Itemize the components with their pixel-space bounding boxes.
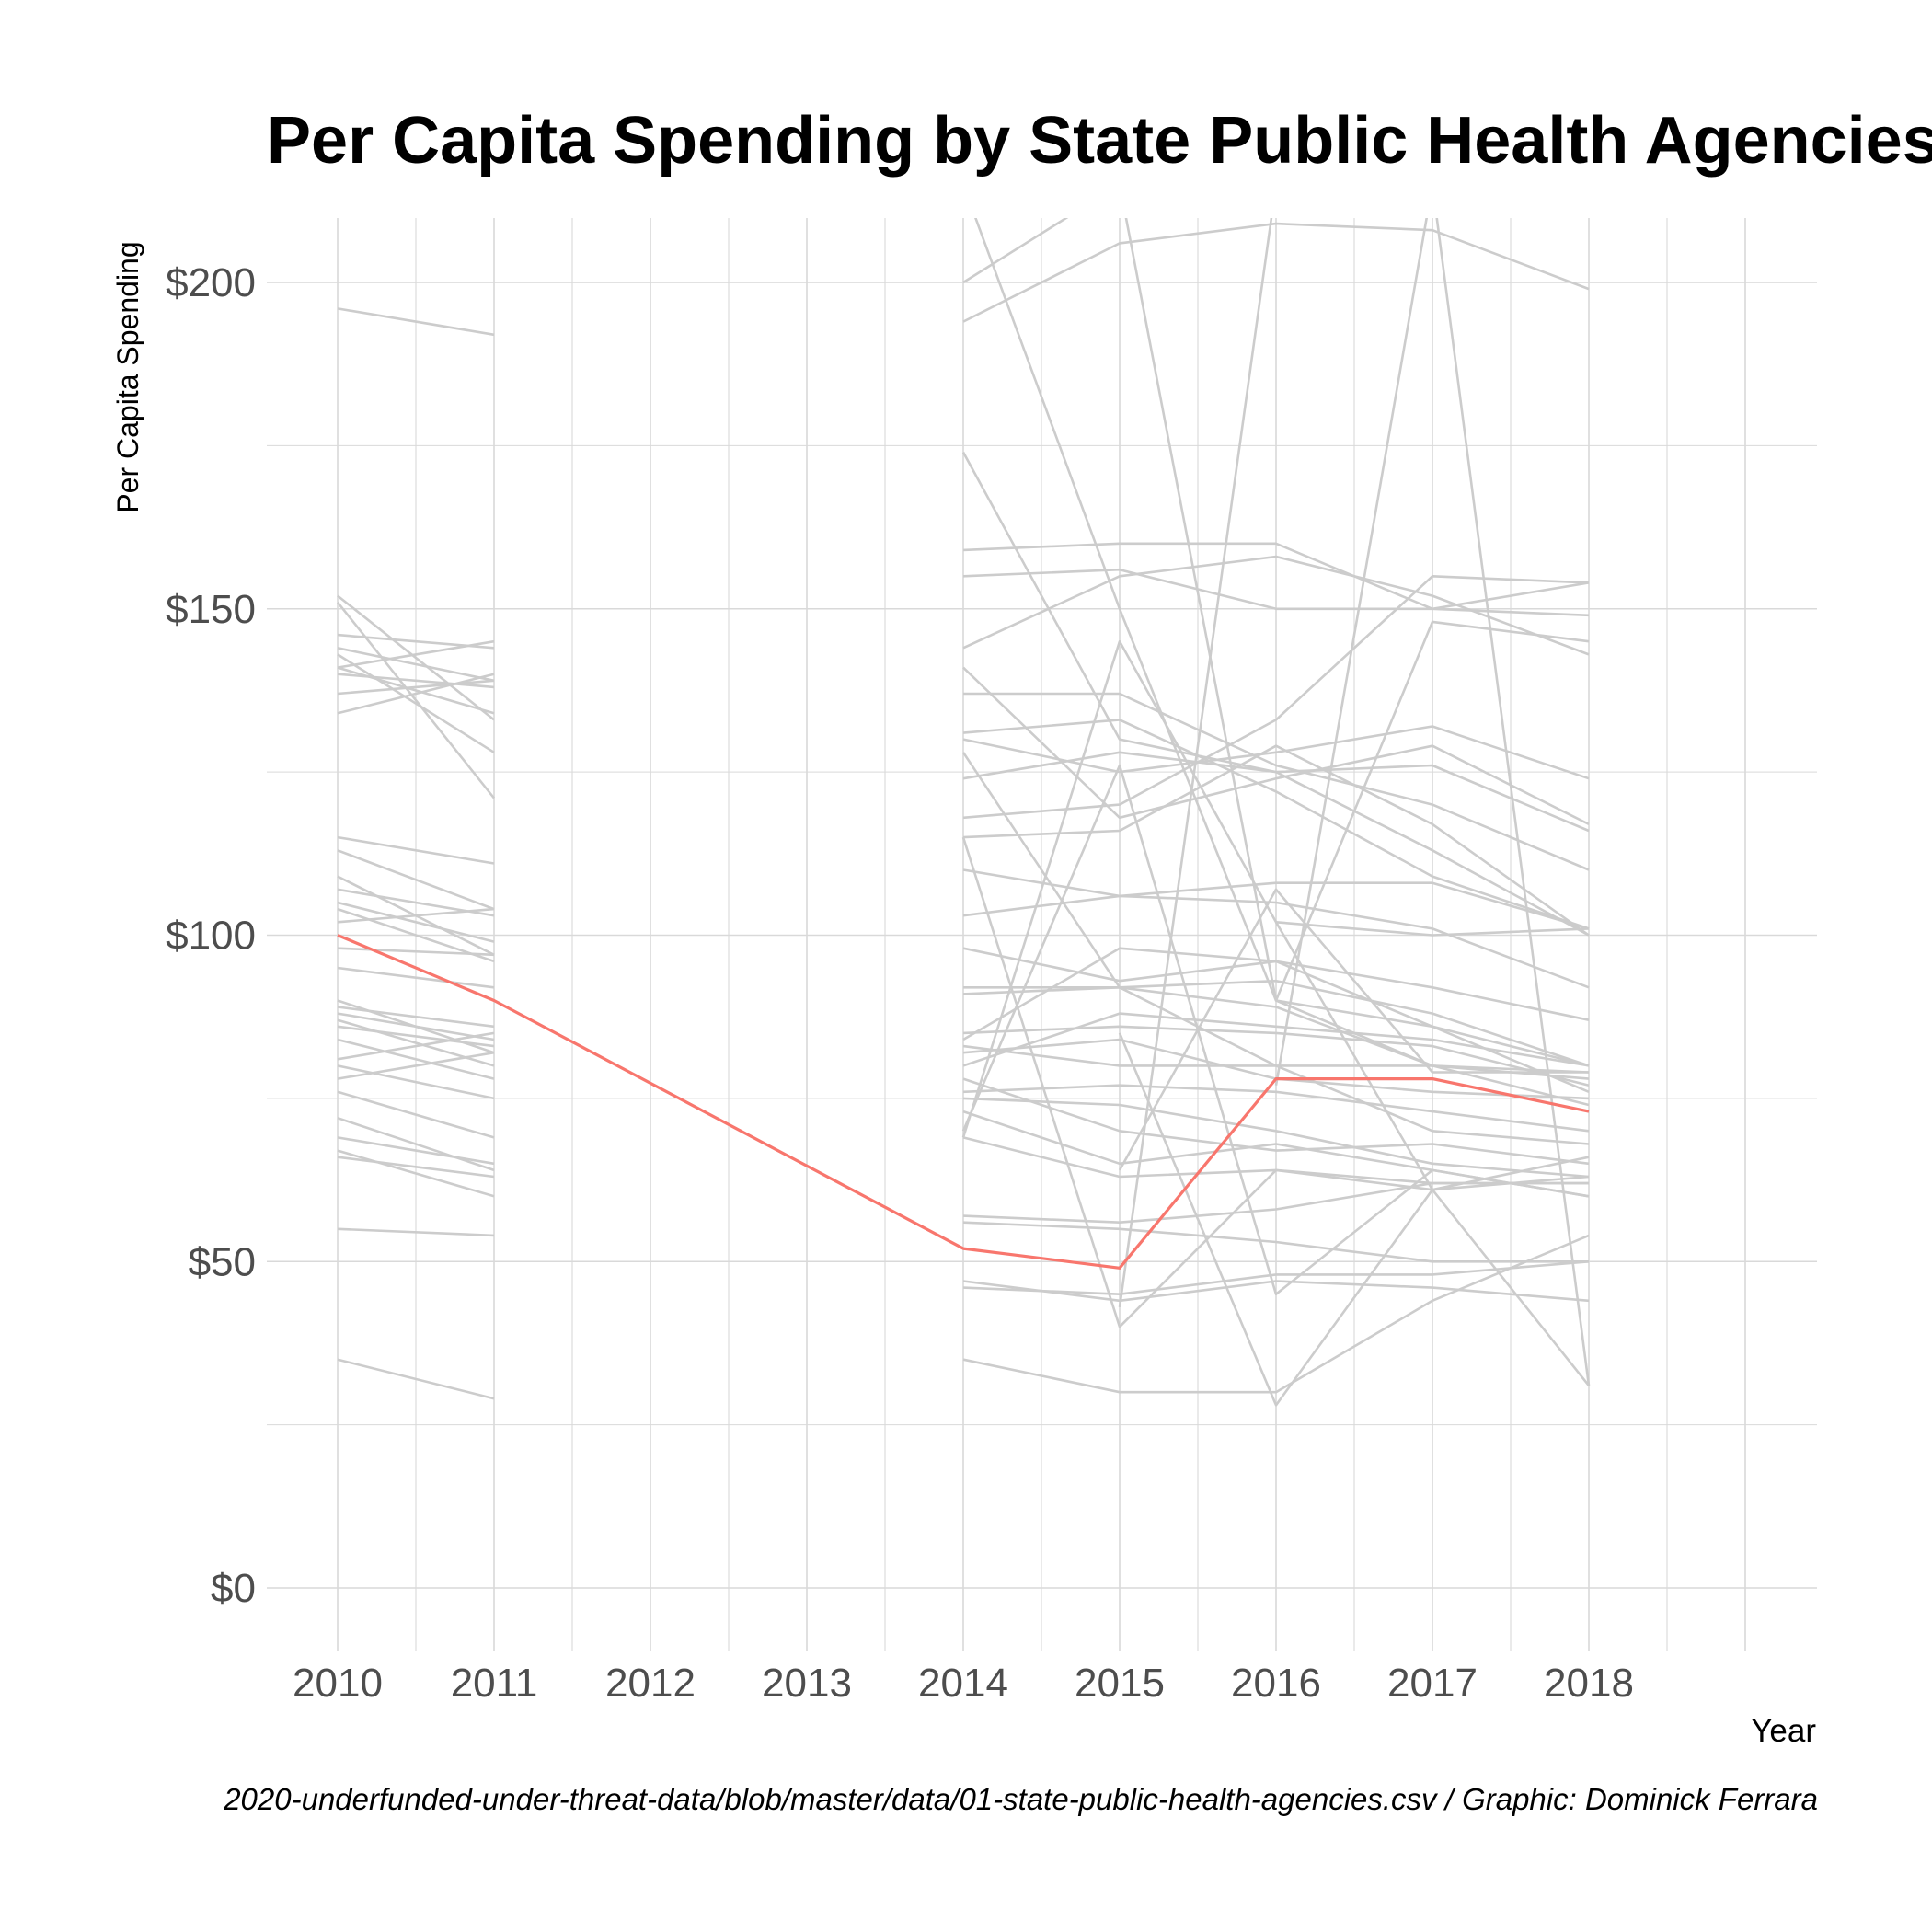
series-line-6 — [337, 653, 495, 753]
series-line-77 — [1118, 888, 1589, 1171]
series-line-59 — [962, 1012, 1590, 1067]
series-line-82 — [1435, 218, 1591, 1386]
chart-title: Per Capita Spending by State Public Heal… — [267, 104, 1932, 178]
series-line-54 — [962, 986, 1590, 1080]
x-tick-label: 2015 — [1075, 1661, 1165, 1706]
series-line-78 — [1118, 1032, 1590, 1407]
series-line-47 — [962, 751, 1590, 833]
series-lines-other-states — [336, 218, 1591, 1407]
x-tick-label: 2013 — [762, 1661, 852, 1706]
series-line-69 — [962, 1234, 1590, 1394]
x-tick-label: 2016 — [1231, 1661, 1321, 1706]
series-line-40 — [962, 542, 1590, 617]
series-line-highlighted — [337, 934, 1590, 1270]
series-line-45 — [962, 719, 1590, 930]
series-line-37 — [962, 218, 1069, 284]
series-line-23 — [337, 1012, 495, 1041]
series-line-66 — [962, 1221, 1589, 1263]
series-line-60 — [962, 1077, 1590, 1166]
series-line-highlight — [337, 934, 1590, 1270]
series-line-5 — [337, 647, 495, 683]
series-line-36 — [337, 1358, 495, 1400]
series-line-41 — [962, 568, 1590, 611]
series-line-33 — [337, 1149, 495, 1198]
y-tick-label: $50 — [189, 1239, 256, 1284]
series-line-1 — [337, 307, 495, 337]
series-line-75 — [1118, 218, 1273, 1308]
series-line-19 — [337, 947, 495, 957]
series-line-53 — [963, 979, 1590, 1067]
series-line-35 — [337, 1227, 495, 1237]
series-line-28 — [337, 1064, 495, 1100]
y-axis-ticks: $0 $50 $100 $150 $200 — [166, 260, 256, 1611]
series-line-2 — [337, 594, 495, 721]
y-tick-label: $0 — [211, 1566, 256, 1611]
series-line-55 — [962, 1025, 1590, 1087]
y-tick-label: $200 — [166, 260, 256, 305]
series-line-62 — [962, 1097, 1590, 1179]
series-line-7 — [337, 639, 495, 669]
series-line-18 — [337, 907, 495, 924]
series-line-22 — [337, 1006, 495, 1029]
series-line-13 — [337, 849, 495, 911]
series-line-26 — [337, 1038, 495, 1080]
series-line-9 — [337, 673, 495, 689]
x-tick-label: 2014 — [918, 1661, 1008, 1706]
series-line-67 — [962, 1280, 1590, 1303]
series-line-20 — [337, 966, 495, 989]
series-line-38 — [962, 222, 1590, 323]
x-tick-label: 2012 — [605, 1661, 696, 1706]
series-line-80 — [1274, 620, 1590, 1001]
series-line-70 — [961, 752, 1590, 1145]
chart-caption: 2020-underfunded-under-threat-data/blob/… — [224, 1782, 1818, 1816]
series-line-72 — [961, 764, 1590, 1295]
series-line-30 — [337, 1090, 495, 1139]
series-line-51 — [962, 894, 1590, 989]
series-line-76 — [1124, 218, 1590, 1067]
series-line-31 — [337, 1116, 495, 1172]
series-line-81 — [1274, 921, 1591, 1386]
series-line-42 — [962, 555, 1590, 656]
x-tick-label: 2010 — [293, 1661, 383, 1706]
series-line-16 — [337, 901, 495, 943]
x-axis-ticks: 2010 2011 2012 2013 2014 2015 2016 2017 2018 — [293, 1661, 1634, 1706]
series-line-11 — [337, 673, 495, 715]
series-line-32 — [337, 1136, 495, 1166]
x-axis-title: Year — [1751, 1713, 1816, 1749]
series-line-25 — [337, 1025, 495, 1048]
series-line-44 — [963, 692, 1590, 871]
grid-lines — [267, 218, 1817, 1651]
y-axis-title: Per Capita Spending — [111, 241, 144, 512]
series-line-34 — [337, 1156, 495, 1179]
series-line-3 — [336, 601, 496, 799]
series-line-12 — [337, 835, 495, 865]
series-line-27 — [337, 1031, 495, 1061]
x-tick-label: 2011 — [451, 1661, 538, 1706]
y-tick-label: $100 — [166, 914, 256, 959]
series-line-29 — [337, 1051, 495, 1080]
x-tick-label: 2018 — [1544, 1661, 1634, 1706]
series-line-65 — [962, 1181, 1589, 1224]
y-tick-label: $150 — [166, 587, 256, 632]
series-line-49 — [962, 744, 1590, 937]
x-tick-label: 2017 — [1387, 1661, 1478, 1706]
series-line-10 — [337, 679, 495, 696]
series-line-61 — [962, 1084, 1590, 1133]
series-line-43 — [962, 666, 1590, 826]
series-line-68 — [962, 1260, 1590, 1295]
